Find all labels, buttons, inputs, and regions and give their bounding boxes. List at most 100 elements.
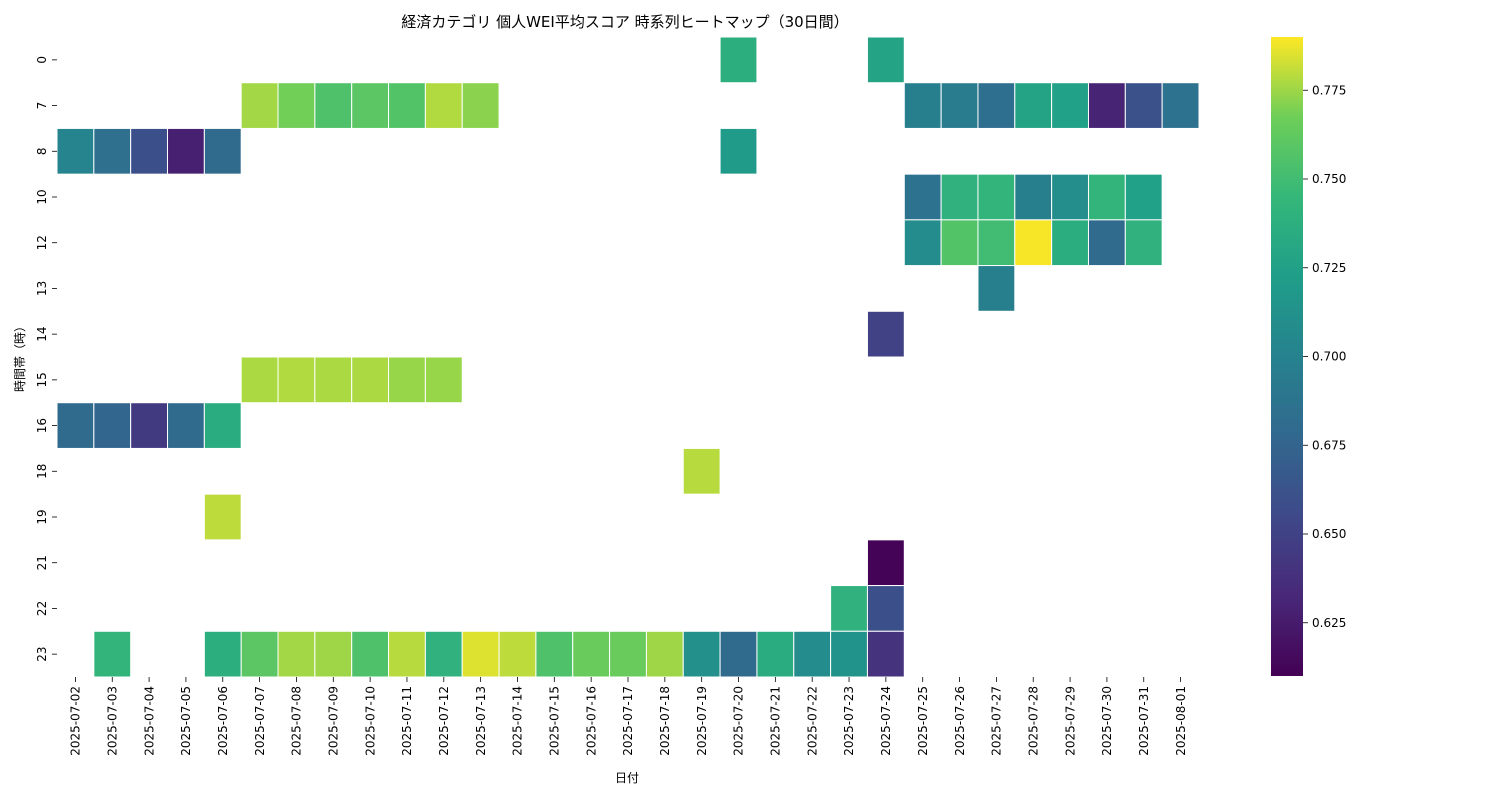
heatmap-cell [1161, 82, 1200, 129]
heatmap-cell [1051, 219, 1089, 267]
heatmap-cell [940, 82, 979, 129]
colorbar-tick-label: 0.725 [1312, 261, 1346, 275]
colorbar-tick-label: 0.650 [1312, 527, 1346, 541]
heatmap-cell [203, 493, 242, 541]
heatmap-cell [461, 630, 500, 678]
heatmap-cell [56, 402, 95, 449]
x-tick-label: 2025-07-26 [953, 686, 967, 756]
heatmap-cell [977, 219, 1016, 267]
heatmap-cell [314, 82, 353, 129]
heatmap-cell [1124, 219, 1163, 267]
x-tick-label: 2025-07-08 [290, 686, 304, 756]
colorbar-tick-label: 0.675 [1312, 438, 1346, 452]
x-tick-label: 2025-07-04 [142, 686, 156, 756]
heatmap-cell [682, 447, 721, 495]
heatmap-cell [277, 356, 316, 404]
chart-title: 経済カテゴリ 個人WEI平均スコア 時系列ヒートマップ（30日間） [401, 13, 848, 31]
y-tick-label: 16 [35, 418, 49, 433]
heatmap-cell [866, 585, 905, 632]
heatmap-cell [719, 630, 758, 678]
x-tick-label: 2025-07-06 [216, 686, 230, 756]
heatmap-cell [93, 630, 132, 678]
x-tick-label: 2025-07-24 [879, 686, 893, 756]
x-tick-label: 2025-07-30 [1100, 686, 1114, 756]
y-tick-label: 18 [35, 464, 49, 479]
heatmap-cell [1051, 82, 1089, 129]
x-tick-label: 2025-07-10 [363, 686, 377, 756]
y-tick-label: 0 [35, 56, 49, 64]
y-tick-label: 23 [35, 647, 49, 662]
x-tick-label: 2025-07-23 [842, 686, 856, 756]
x-axis-label: 日付 [615, 771, 639, 785]
heatmap-cell [1087, 82, 1126, 129]
heatmap-cell [866, 630, 905, 678]
heatmap-cell [940, 173, 979, 221]
y-axis: 0 7 8 10 12 13 14 15 16 18 19 21 22 23 [35, 56, 57, 662]
heatmap-cell [940, 219, 979, 267]
x-tick-label: 2025-07-16 [584, 686, 598, 756]
heatmap-cell [388, 630, 426, 678]
x-tick-label: 2025-08-01 [1174, 686, 1188, 756]
y-tick-label: 12 [35, 235, 49, 250]
heatmap-cell [866, 36, 905, 84]
heatmap-cell [56, 127, 95, 175]
y-tick-label: 19 [35, 509, 49, 524]
heatmap-cell [388, 356, 426, 404]
x-tick-label: 2025-07-28 [1026, 686, 1040, 756]
heatmap-cell [572, 630, 611, 678]
y-tick-label: 13 [35, 281, 49, 296]
colorbar: 0.625 0.650 0.675 0.700 0.725 0.750 0.775 [1271, 37, 1346, 676]
x-tick-label: 2025-07-02 [69, 686, 83, 756]
heatmap-cell [277, 630, 316, 678]
heatmap-cell [424, 356, 463, 404]
heatmap-cell [240, 630, 279, 678]
heatmap-cell [977, 82, 1016, 129]
x-tick-label: 2025-07-13 [474, 686, 488, 756]
heatmap-cell [793, 630, 832, 678]
x-tick-label: 2025-07-15 [548, 686, 562, 756]
y-tick-label: 10 [35, 189, 49, 204]
x-tick-label: 2025-07-22 [805, 686, 819, 756]
heatmap-cell [756, 630, 795, 678]
heatmap-cell [866, 310, 905, 358]
colorbar-gradient [1271, 37, 1303, 676]
x-tick-label: 2025-07-11 [400, 686, 414, 756]
heatmap-cell [830, 585, 868, 632]
x-tick-label: 2025-07-25 [916, 686, 930, 756]
x-tick-label: 2025-07-19 [695, 686, 709, 756]
heatmap-cell [203, 630, 242, 678]
x-tick-label: 2025-07-31 [1137, 686, 1151, 756]
heatmap-cell [314, 356, 353, 404]
x-tick-label: 2025-07-05 [179, 686, 193, 756]
heatmap-cell [203, 127, 242, 175]
heatmap-cell [1014, 82, 1053, 129]
heatmap-cell [682, 630, 721, 678]
heatmap-cell [719, 36, 758, 84]
x-tick-label: 2025-07-20 [732, 686, 746, 756]
colorbar-tick-label: 0.625 [1312, 616, 1346, 630]
x-tick-label: 2025-07-12 [437, 686, 451, 756]
colorbar-ticks: 0.625 0.650 0.675 0.700 0.725 0.750 0.775 [1303, 83, 1346, 630]
x-tick-label: 2025-07-03 [105, 686, 119, 756]
y-tick-label: 21 [35, 555, 49, 570]
heatmap-cell [93, 402, 132, 449]
heatmap-cell [1087, 173, 1126, 221]
heatmap-cells [56, 36, 1200, 678]
heatmap-cell [1124, 173, 1163, 221]
x-tick-label: 2025-07-18 [658, 686, 672, 756]
heatmap-cell [240, 82, 279, 129]
heatmap-cell [351, 82, 390, 129]
heatmap-cell [1051, 173, 1089, 221]
colorbar-tick-label: 0.700 [1312, 350, 1346, 364]
y-tick-label: 7 [35, 102, 49, 110]
heatmap-cell [903, 173, 942, 221]
heatmap-cell [93, 127, 132, 175]
heatmap-cell [609, 630, 647, 678]
heatmap-cell [167, 127, 205, 175]
heatmap-cell [903, 219, 942, 267]
heatmap-cell [388, 82, 426, 129]
y-tick-label: 15 [35, 372, 49, 387]
heatmap-cell [1124, 82, 1163, 129]
